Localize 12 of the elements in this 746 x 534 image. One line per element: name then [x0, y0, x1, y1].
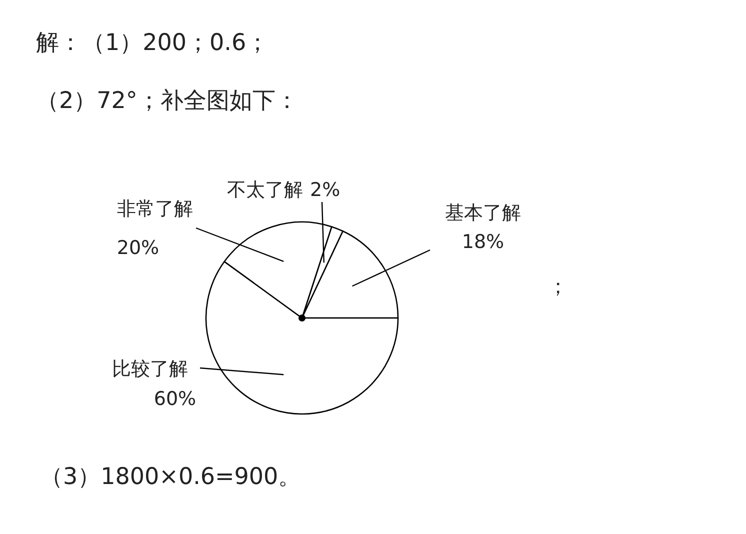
text: 解：（1）200；0.6；	[36, 30, 270, 56]
data-label: 2%	[310, 179, 340, 201]
slice-label: 比较了解	[112, 358, 188, 380]
text: ；	[548, 274, 568, 298]
slice-label: 基本了解	[445, 202, 521, 224]
slice-label: 非常了解	[117, 198, 193, 220]
text: （2）72°；补全图如下：	[36, 88, 298, 114]
slice-label: 不太了解	[227, 179, 303, 201]
data-label: 20%	[116, 237, 160, 259]
text: （3）1800×0.6=900。	[40, 464, 302, 490]
data-label: 18%	[462, 231, 504, 253]
data-label: 60%	[154, 388, 196, 410]
